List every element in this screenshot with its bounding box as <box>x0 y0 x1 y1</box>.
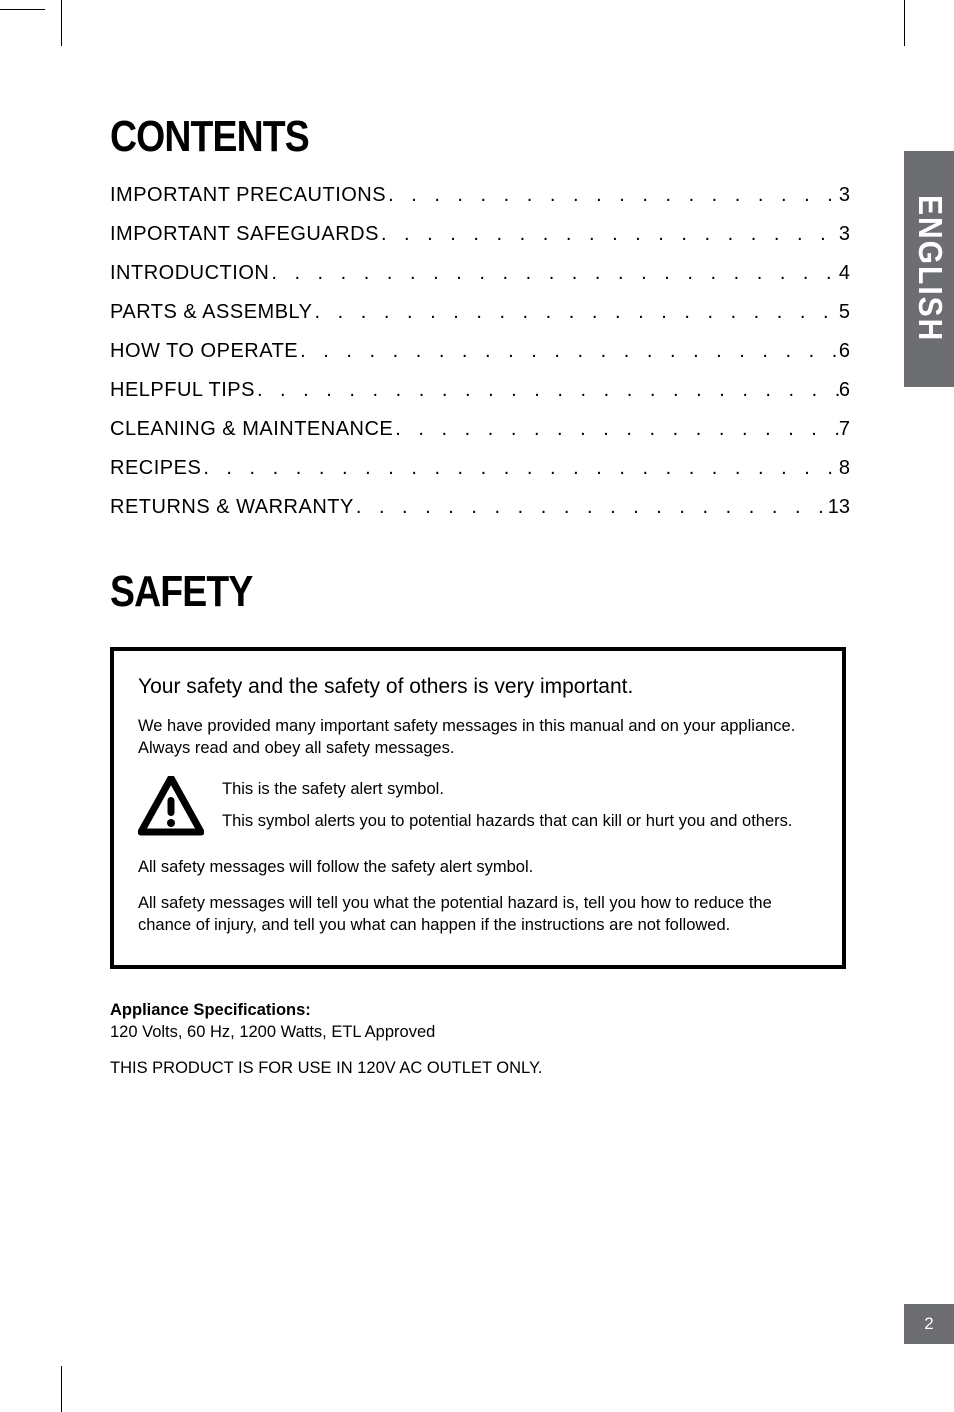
toc-leader <box>298 340 839 363</box>
crop-mark <box>0 9 45 10</box>
alert-symbol-line: This is the safety alert symbol. <box>222 778 818 800</box>
toc-label: RECIPES <box>110 457 201 480</box>
toc-row: RECIPES 8 <box>110 457 850 480</box>
toc-row: CLEANING & MAINTENANCE 7 <box>110 418 850 441</box>
safety-lead: Your safety and the safety of others is … <box>138 675 818 699</box>
toc-row: INTRODUCTION 4 <box>110 262 850 285</box>
language-tab-label: ENGLISH <box>910 195 947 342</box>
safety-alert-row: This is the safety alert symbol. This sy… <box>138 776 818 842</box>
toc-leader <box>393 418 839 441</box>
toc-label: RETURNS & WARRANTY <box>110 496 354 519</box>
toc-row: PARTS & ASSEMBLY 5 <box>110 301 850 324</box>
toc-page: 13 <box>828 496 850 519</box>
toc-page: 6 <box>839 379 850 402</box>
toc-page: 3 <box>839 223 850 246</box>
toc-row: HELPFUL TIPS 6 <box>110 379 850 402</box>
safety-hazard-line: All safety messages will tell you what t… <box>138 892 818 937</box>
toc-label: HELPFUL TIPS <box>110 379 255 402</box>
toc-label: INTRODUCTION <box>110 262 269 285</box>
toc-row: HOW TO OPERATE 6 <box>110 340 850 363</box>
safety-callout-box: Your safety and the safety of others is … <box>110 647 846 969</box>
appliance-specifications: Appliance Specifications: 120 Volts, 60 … <box>110 999 850 1080</box>
toc-leader <box>313 301 839 324</box>
toc-page: 4 <box>839 262 850 285</box>
toc-leader <box>354 496 828 519</box>
toc-page: 3 <box>839 184 850 207</box>
toc-label: CLEANING & MAINTENANCE <box>110 418 393 441</box>
toc-page: 5 <box>839 301 850 324</box>
specs-note: THIS PRODUCT IS FOR USE IN 120V AC OUTLE… <box>110 1057 850 1079</box>
toc-page: 6 <box>839 340 850 363</box>
toc-row: IMPORTANT SAFEGUARDS 3 <box>110 223 850 246</box>
contents-heading: CONTENTS <box>110 112 739 162</box>
toc-row: RETURNS & WARRANTY 13 <box>110 496 850 519</box>
specs-line: 120 Volts, 60 Hz, 1200 Watts, ETL Approv… <box>110 1021 850 1043</box>
toc-label: IMPORTANT SAFEGUARDS <box>110 223 379 246</box>
toc-row: IMPORTANT PRECAUTIONS 3 <box>110 184 850 207</box>
page-number-box: 2 <box>904 1304 954 1344</box>
toc-leader <box>269 262 839 285</box>
page-content: CONTENTS IMPORTANT PRECAUTIONS 3 IMPORTA… <box>110 112 850 1079</box>
warning-icon <box>138 776 204 842</box>
toc-leader <box>379 223 839 246</box>
toc-page: 8 <box>839 457 850 480</box>
alert-text-group: This is the safety alert symbol. This sy… <box>222 776 818 833</box>
toc-label: IMPORTANT PRECAUTIONS <box>110 184 386 207</box>
crop-mark <box>904 0 905 46</box>
toc-label: HOW TO OPERATE <box>110 340 298 363</box>
alert-symbol-desc: This symbol alerts you to potential haza… <box>222 810 818 832</box>
page-number: 2 <box>924 1314 933 1334</box>
safety-intro: We have provided many important safety m… <box>138 715 818 760</box>
specs-heading: Appliance Specifications: <box>110 999 850 1021</box>
language-tab: ENGLISH <box>904 151 954 387</box>
crop-mark <box>61 1366 62 1412</box>
toc-leader <box>255 379 839 402</box>
toc-page: 7 <box>839 418 850 441</box>
toc-leader <box>201 457 839 480</box>
toc-label: PARTS & ASSEMBLY <box>110 301 313 324</box>
toc-leader <box>386 184 839 207</box>
safety-body: We have provided many important safety m… <box>138 715 818 937</box>
crop-mark <box>61 0 62 46</box>
table-of-contents: IMPORTANT PRECAUTIONS 3 IMPORTANT SAFEGU… <box>110 184 850 519</box>
safety-follow-line: All safety messages will follow the safe… <box>138 856 818 878</box>
safety-heading: SAFETY <box>110 567 739 617</box>
